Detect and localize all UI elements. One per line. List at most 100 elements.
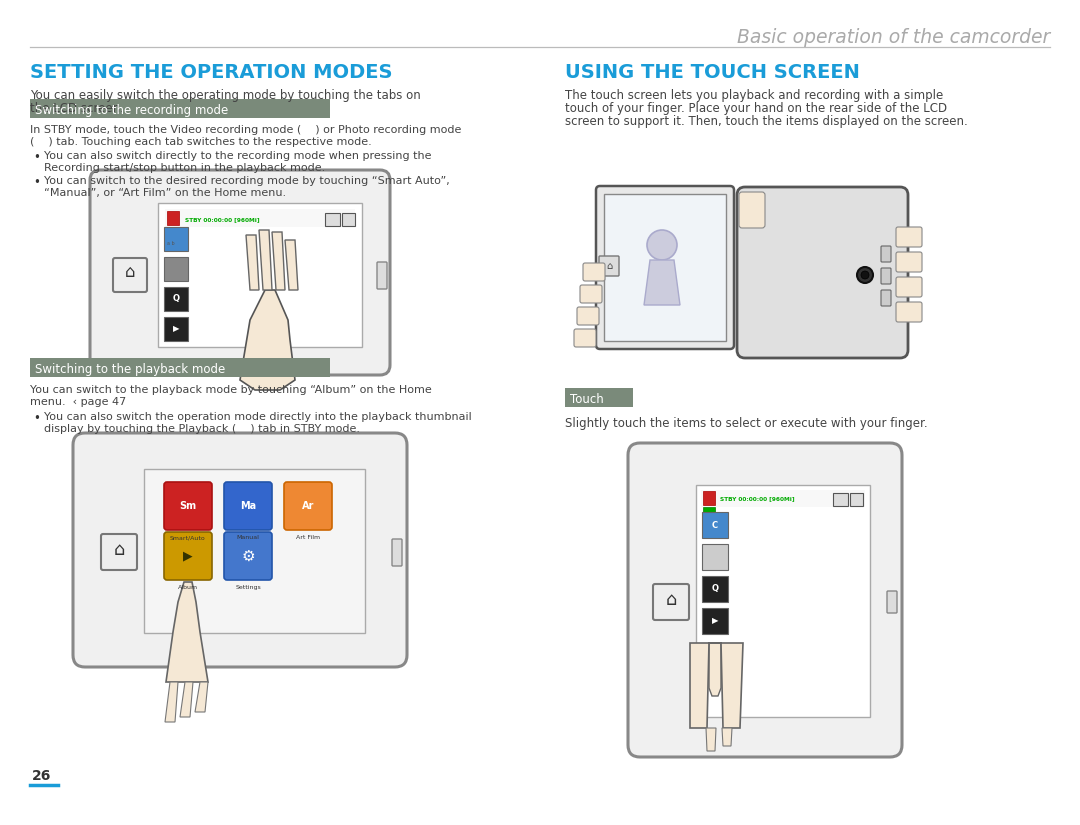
Text: ⌂: ⌂: [125, 263, 135, 281]
FancyBboxPatch shape: [881, 246, 891, 262]
Text: Q: Q: [173, 295, 179, 304]
Polygon shape: [180, 682, 193, 717]
FancyBboxPatch shape: [703, 491, 715, 505]
FancyBboxPatch shape: [881, 290, 891, 306]
Text: Switching to the recording mode: Switching to the recording mode: [35, 104, 228, 117]
FancyBboxPatch shape: [696, 485, 870, 717]
Text: You can also switch the operation mode directly into the playback thumbnail: You can also switch the operation mode d…: [44, 412, 472, 422]
Polygon shape: [723, 728, 732, 746]
FancyBboxPatch shape: [167, 211, 179, 225]
FancyBboxPatch shape: [341, 213, 354, 225]
FancyBboxPatch shape: [604, 194, 726, 341]
Text: ▶: ▶: [712, 616, 718, 625]
Text: Switching to the playback mode: Switching to the playback mode: [35, 363, 226, 376]
Polygon shape: [165, 682, 178, 722]
FancyBboxPatch shape: [158, 203, 362, 347]
FancyBboxPatch shape: [583, 263, 605, 281]
Text: •: •: [33, 412, 40, 425]
FancyBboxPatch shape: [73, 433, 407, 667]
Text: (    ) tab. Touching each tab switches to the respective mode.: ( ) tab. Touching each tab switches to t…: [30, 137, 372, 147]
FancyBboxPatch shape: [224, 532, 272, 580]
FancyBboxPatch shape: [577, 307, 599, 325]
Polygon shape: [195, 682, 208, 712]
FancyBboxPatch shape: [565, 388, 633, 407]
FancyBboxPatch shape: [573, 329, 596, 347]
Circle shape: [858, 267, 873, 283]
Text: You can easily switch the operating mode by touching the tabs on: You can easily switch the operating mode…: [30, 89, 421, 102]
FancyBboxPatch shape: [377, 262, 387, 289]
Text: touch of your finger. Place your hand on the rear side of the LCD: touch of your finger. Place your hand on…: [565, 102, 947, 115]
Polygon shape: [240, 290, 295, 390]
FancyBboxPatch shape: [881, 268, 891, 284]
FancyBboxPatch shape: [164, 287, 188, 311]
Text: ⚙: ⚙: [241, 549, 255, 563]
Text: Smart/Auto: Smart/Auto: [171, 535, 206, 540]
FancyBboxPatch shape: [896, 227, 922, 247]
FancyBboxPatch shape: [737, 187, 908, 358]
Text: STBY 00:00:00 [960Mi]: STBY 00:00:00 [960Mi]: [185, 217, 259, 222]
Text: Settings: Settings: [235, 585, 261, 590]
Text: ▶: ▶: [184, 549, 193, 563]
FancyBboxPatch shape: [102, 534, 137, 570]
FancyBboxPatch shape: [30, 358, 330, 377]
Text: Slightly touch the items to select or execute with your finger.: Slightly touch the items to select or ex…: [565, 417, 928, 430]
Text: Album: Album: [178, 585, 198, 590]
Text: Ar: Ar: [301, 501, 314, 511]
Text: Touch: Touch: [570, 393, 604, 406]
Text: Q: Q: [712, 584, 718, 593]
Text: You can switch to the playback mode by touching “Album” on the Home: You can switch to the playback mode by t…: [30, 385, 432, 395]
FancyBboxPatch shape: [164, 257, 188, 281]
FancyBboxPatch shape: [896, 302, 922, 322]
FancyBboxPatch shape: [627, 443, 902, 757]
FancyBboxPatch shape: [90, 170, 390, 375]
Text: Art Film: Art Film: [296, 535, 320, 540]
Text: The touch screen lets you playback and recording with a simple: The touch screen lets you playback and r…: [565, 89, 943, 102]
Polygon shape: [690, 643, 743, 728]
Text: menu.  ‹ page 47: menu. ‹ page 47: [30, 397, 126, 407]
Text: the LCD screen.: the LCD screen.: [30, 102, 124, 115]
FancyBboxPatch shape: [167, 227, 179, 239]
Text: •: •: [33, 151, 40, 164]
FancyBboxPatch shape: [580, 285, 602, 303]
Text: SETTING THE OPERATION MODES: SETTING THE OPERATION MODES: [30, 63, 392, 82]
Text: STBY 00:00:00 [960Mi]: STBY 00:00:00 [960Mi]: [720, 496, 795, 501]
Text: Sm: Sm: [179, 501, 197, 511]
FancyBboxPatch shape: [887, 591, 897, 613]
Text: ⌂: ⌂: [665, 591, 677, 609]
Polygon shape: [708, 643, 721, 696]
FancyBboxPatch shape: [599, 256, 619, 276]
FancyBboxPatch shape: [653, 584, 689, 620]
FancyBboxPatch shape: [896, 252, 922, 272]
Polygon shape: [259, 230, 272, 290]
Text: ▶: ▶: [173, 324, 179, 333]
FancyBboxPatch shape: [701, 490, 865, 507]
FancyBboxPatch shape: [702, 544, 728, 570]
FancyBboxPatch shape: [850, 493, 863, 506]
Circle shape: [647, 230, 677, 260]
Text: screen to support it. Then, touch the items displayed on the screen.: screen to support it. Then, touch the it…: [565, 115, 968, 128]
Text: ⌂: ⌂: [606, 261, 612, 271]
Text: •: •: [33, 176, 40, 189]
FancyBboxPatch shape: [164, 482, 212, 530]
Text: USING THE TOUCH SCREEN: USING THE TOUCH SCREEN: [565, 63, 860, 82]
Circle shape: [861, 271, 869, 279]
FancyBboxPatch shape: [164, 317, 188, 341]
FancyBboxPatch shape: [739, 192, 765, 228]
FancyBboxPatch shape: [896, 277, 922, 297]
FancyBboxPatch shape: [702, 512, 728, 538]
FancyBboxPatch shape: [702, 576, 728, 602]
Polygon shape: [166, 582, 208, 682]
Text: Manual: Manual: [237, 535, 259, 540]
FancyBboxPatch shape: [284, 482, 332, 530]
Text: Basic operation of the camcorder: Basic operation of the camcorder: [737, 28, 1050, 47]
FancyBboxPatch shape: [224, 482, 272, 530]
FancyBboxPatch shape: [833, 493, 848, 506]
Polygon shape: [706, 728, 716, 751]
Text: You can switch to the desired recording mode by touching “Smart Auto”,: You can switch to the desired recording …: [44, 176, 449, 186]
FancyBboxPatch shape: [324, 213, 339, 225]
FancyBboxPatch shape: [596, 186, 734, 349]
FancyBboxPatch shape: [702, 608, 728, 634]
Text: In STBY mode, touch the Video recording mode (    ) or Photo recording mode: In STBY mode, touch the Video recording …: [30, 125, 461, 135]
Text: display by touching the Playback (    ) tab in STBY mode.: display by touching the Playback ( ) tab…: [44, 424, 360, 434]
Text: Ma: Ma: [240, 501, 256, 511]
